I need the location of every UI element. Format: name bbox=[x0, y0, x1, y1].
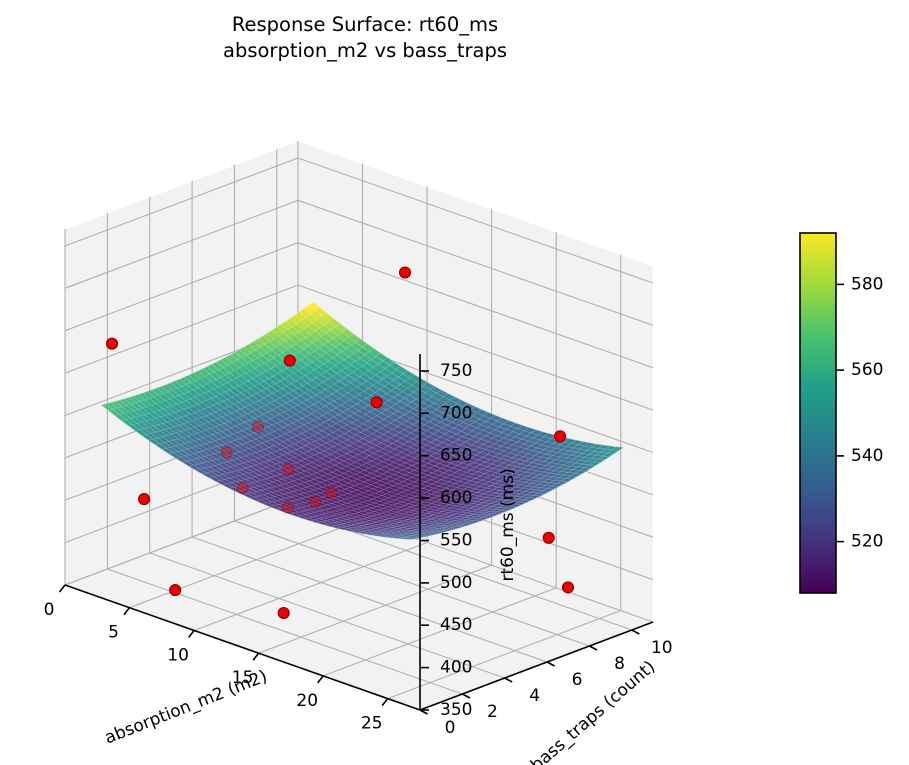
scatter-point bbox=[561, 581, 575, 594]
scatter-point bbox=[282, 462, 295, 476]
x-tick-mark bbox=[317, 675, 324, 684]
gridline-wall-z-left bbox=[297, 284, 654, 411]
colorbar: 520 540 560 580 bbox=[799, 232, 883, 594]
scatter-point bbox=[325, 486, 338, 499]
z-tick-label: 650 bbox=[440, 446, 472, 466]
gridline-floor-y bbox=[149, 552, 505, 679]
gridline-wall-z-left bbox=[297, 199, 654, 326]
z-tick-label: 600 bbox=[440, 488, 472, 508]
colorbar-tick-label: 520 bbox=[851, 532, 883, 552]
scatter-point bbox=[105, 337, 119, 350]
gridline-wall-z-right bbox=[64, 242, 299, 332]
z-tick-label: 700 bbox=[440, 403, 472, 423]
gridline-floor-y bbox=[107, 568, 463, 695]
scatter-point bbox=[138, 493, 151, 506]
scatter-point bbox=[542, 531, 555, 544]
scatter-point bbox=[220, 446, 233, 459]
y-tick-label: 6 bbox=[572, 670, 583, 690]
z-tick-label: 550 bbox=[440, 531, 472, 551]
response-surface bbox=[100, 301, 624, 540]
colorbar-tick-label: 560 bbox=[851, 360, 883, 380]
x-tick-label: 20 bbox=[296, 691, 318, 711]
x-tick-label: 10 bbox=[167, 646, 189, 666]
y-tick-mark bbox=[504, 677, 513, 683]
gridline-floor-x bbox=[193, 541, 428, 632]
y-tick-mark bbox=[546, 661, 555, 667]
z-tick-label: 350 bbox=[440, 700, 472, 720]
scatter-point bbox=[283, 354, 296, 367]
gridline-floor-x bbox=[323, 587, 557, 677]
gridline-floor-y bbox=[234, 520, 590, 647]
scatter-point bbox=[169, 584, 182, 597]
scatter-point bbox=[309, 495, 322, 508]
scatter-point bbox=[370, 396, 383, 409]
y-tick-label: 2 bbox=[487, 702, 498, 722]
gridline-wall-z-right bbox=[64, 199, 299, 289]
gridline-floor-x bbox=[387, 610, 621, 700]
x-tick-mark bbox=[123, 607, 131, 616]
colorbar-tick-label: 540 bbox=[851, 446, 883, 466]
x-tick-label: 25 bbox=[361, 714, 383, 734]
scatter-point bbox=[554, 430, 567, 443]
y-tick-label: 8 bbox=[614, 654, 625, 674]
z-axis-label: rt60_ms (ms) bbox=[498, 468, 518, 581]
gridline-wall-z-left bbox=[297, 157, 654, 284]
gridline-wall-z-right bbox=[64, 157, 299, 247]
gridline-wall-z-right bbox=[64, 496, 299, 586]
x-tick-mark bbox=[252, 652, 260, 661]
x-tick-label: 0 bbox=[44, 600, 55, 620]
x-tick-label: 5 bbox=[108, 623, 119, 643]
colorbar-tick-label: 580 bbox=[851, 274, 883, 294]
x-tick-mark bbox=[187, 630, 195, 638]
colorbar-gradient bbox=[799, 232, 837, 594]
z-tick-label: 500 bbox=[440, 573, 472, 593]
scatter-point bbox=[398, 266, 412, 279]
y-tick-mark bbox=[589, 645, 598, 651]
y-tick-mark bbox=[462, 693, 471, 699]
gridline-wall-z-right bbox=[64, 284, 299, 374]
x-tick-mark bbox=[58, 584, 66, 593]
y-tick-label: 10 bbox=[651, 638, 673, 658]
y-tick-label: 0 bbox=[445, 718, 456, 738]
x-axis-label: absorption_m2 (m2) bbox=[102, 667, 270, 749]
scatter-point bbox=[251, 420, 265, 433]
scatter-point bbox=[236, 481, 249, 494]
gridline-wall-z-left bbox=[297, 242, 654, 369]
scatter-point bbox=[281, 501, 294, 514]
gridline-floor-x bbox=[258, 564, 492, 654]
scatter-point bbox=[277, 606, 290, 620]
y-tick-label: 4 bbox=[529, 686, 540, 706]
gridline-floor-y bbox=[191, 536, 548, 663]
z-tick-label: 400 bbox=[440, 658, 472, 678]
x-tick-mark bbox=[381, 698, 389, 707]
y-axis-label: bass_traps (count) bbox=[527, 657, 659, 765]
z-tick-label: 750 bbox=[440, 361, 472, 381]
y-tick-mark bbox=[631, 629, 640, 635]
gridline-floor-x bbox=[129, 519, 363, 609]
z-tick-label: 450 bbox=[440, 615, 472, 635]
